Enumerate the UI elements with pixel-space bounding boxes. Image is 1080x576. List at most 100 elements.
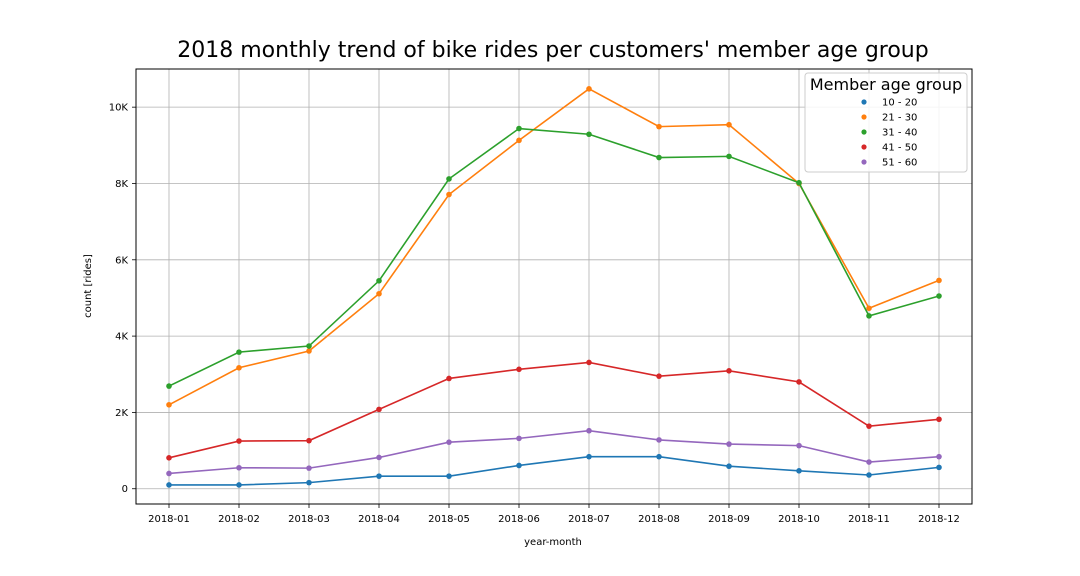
data-point <box>726 441 732 447</box>
series-line <box>168 127 940 387</box>
legend-marker <box>861 99 867 105</box>
data-point <box>656 123 662 130</box>
data-point <box>376 290 382 297</box>
chart-title: 2018 monthly trend of bike rides per cus… <box>177 38 928 63</box>
data-point <box>166 455 172 461</box>
legend-box <box>804 72 968 173</box>
y-tick-label: 8K <box>115 179 128 190</box>
data-point <box>936 277 942 284</box>
data-point <box>306 348 312 354</box>
data-point <box>726 463 732 470</box>
data-point <box>166 482 172 488</box>
data-point <box>726 368 732 374</box>
legend-item: 31 - 40 <box>861 128 917 139</box>
y-tick-label: 0 <box>122 484 128 495</box>
data-point <box>936 293 942 299</box>
data-point <box>446 375 452 382</box>
data-point <box>796 442 802 449</box>
y-tick-label: 6K <box>115 255 128 266</box>
legend-item: 10 - 20 <box>861 98 917 109</box>
data-point <box>446 191 452 198</box>
data-point <box>726 121 732 128</box>
data-point <box>516 125 522 132</box>
series-51-60 <box>166 427 942 477</box>
legend-title: Member age group <box>810 75 962 94</box>
legend-label: 31 - 40 <box>882 128 917 139</box>
legend-item: 51 - 60 <box>861 158 917 169</box>
x-tick-label: 2018-03 <box>288 514 330 525</box>
legend-label: 41 - 50 <box>882 143 917 154</box>
data-point <box>166 470 172 477</box>
x-tick-label: 2018-07 <box>568 514 610 525</box>
data-point <box>516 137 522 144</box>
x-tick-label: 2018-06 <box>498 514 540 525</box>
data-point <box>446 439 452 445</box>
data-point <box>936 416 942 423</box>
legend-marker <box>861 144 867 150</box>
data-point <box>586 427 592 434</box>
legend-item: 41 - 50 <box>861 143 917 154</box>
legend-item: 21 - 30 <box>861 113 917 124</box>
data-point <box>376 277 382 284</box>
data-point <box>796 179 802 186</box>
legend-label: 10 - 20 <box>882 98 917 109</box>
legend-marker <box>861 114 867 120</box>
data-point <box>656 373 662 379</box>
x-tick-label: 2018-04 <box>358 514 400 525</box>
data-point <box>236 438 242 444</box>
data-point <box>516 366 522 373</box>
series-10-20 <box>166 453 942 488</box>
data-point <box>376 454 382 461</box>
data-point <box>306 343 312 349</box>
y-axis-label: count [rides] <box>83 254 94 318</box>
data-point <box>586 86 592 92</box>
series-line <box>168 429 940 475</box>
x-tick-label: 2018-02 <box>218 514 260 525</box>
data-point <box>516 435 522 442</box>
series-line <box>169 455 940 486</box>
data-point <box>656 453 662 460</box>
data-point <box>236 349 242 355</box>
x-tick-label: 2018-08 <box>638 514 680 525</box>
y-tick-label: 10K <box>109 103 129 114</box>
legend-marker <box>861 159 867 165</box>
data-point <box>586 453 592 460</box>
x-axis-label: year-month <box>524 537 582 548</box>
data-point <box>446 176 452 182</box>
data-point <box>376 473 382 479</box>
series-layer <box>166 86 942 488</box>
data-point <box>866 423 872 429</box>
data-point <box>796 379 802 385</box>
ticks: 2018-01 2018-02 2018-03 2018-04 2018-05 2018-… <box>109 103 960 525</box>
series-31-40 <box>166 125 942 389</box>
x-tick-label: 2018-05 <box>428 514 470 525</box>
data-point <box>796 468 802 474</box>
y-tick-label: 4K <box>115 332 128 343</box>
x-tick-label: 2018-01 <box>148 514 190 525</box>
data-point <box>236 364 242 371</box>
data-point <box>726 153 732 160</box>
legend: Member age group 10 - 20 21 - 30 31 - 40 41 … <box>804 72 968 173</box>
data-point <box>866 459 872 465</box>
data-point <box>936 453 942 460</box>
x-tick-label: 2018-12 <box>918 514 960 525</box>
data-point <box>236 464 242 471</box>
x-tick-label: 2018-09 <box>708 514 750 525</box>
legend-label: 21 - 30 <box>882 113 917 124</box>
data-point <box>166 383 172 389</box>
plot-frame <box>135 68 973 505</box>
data-point <box>306 437 312 444</box>
series-41-50 <box>166 359 942 461</box>
data-point <box>866 472 872 478</box>
series-line <box>168 361 940 459</box>
data-point <box>446 473 452 479</box>
data-point <box>656 437 662 443</box>
x-tick-label: 2018-11 <box>848 514 890 525</box>
data-point <box>586 359 592 366</box>
legend-label: 51 - 60 <box>882 158 917 169</box>
x-tick-label: 2018-10 <box>778 514 820 525</box>
data-point <box>306 465 312 471</box>
y-tick-label: 2K <box>115 408 128 419</box>
data-point <box>376 406 382 413</box>
